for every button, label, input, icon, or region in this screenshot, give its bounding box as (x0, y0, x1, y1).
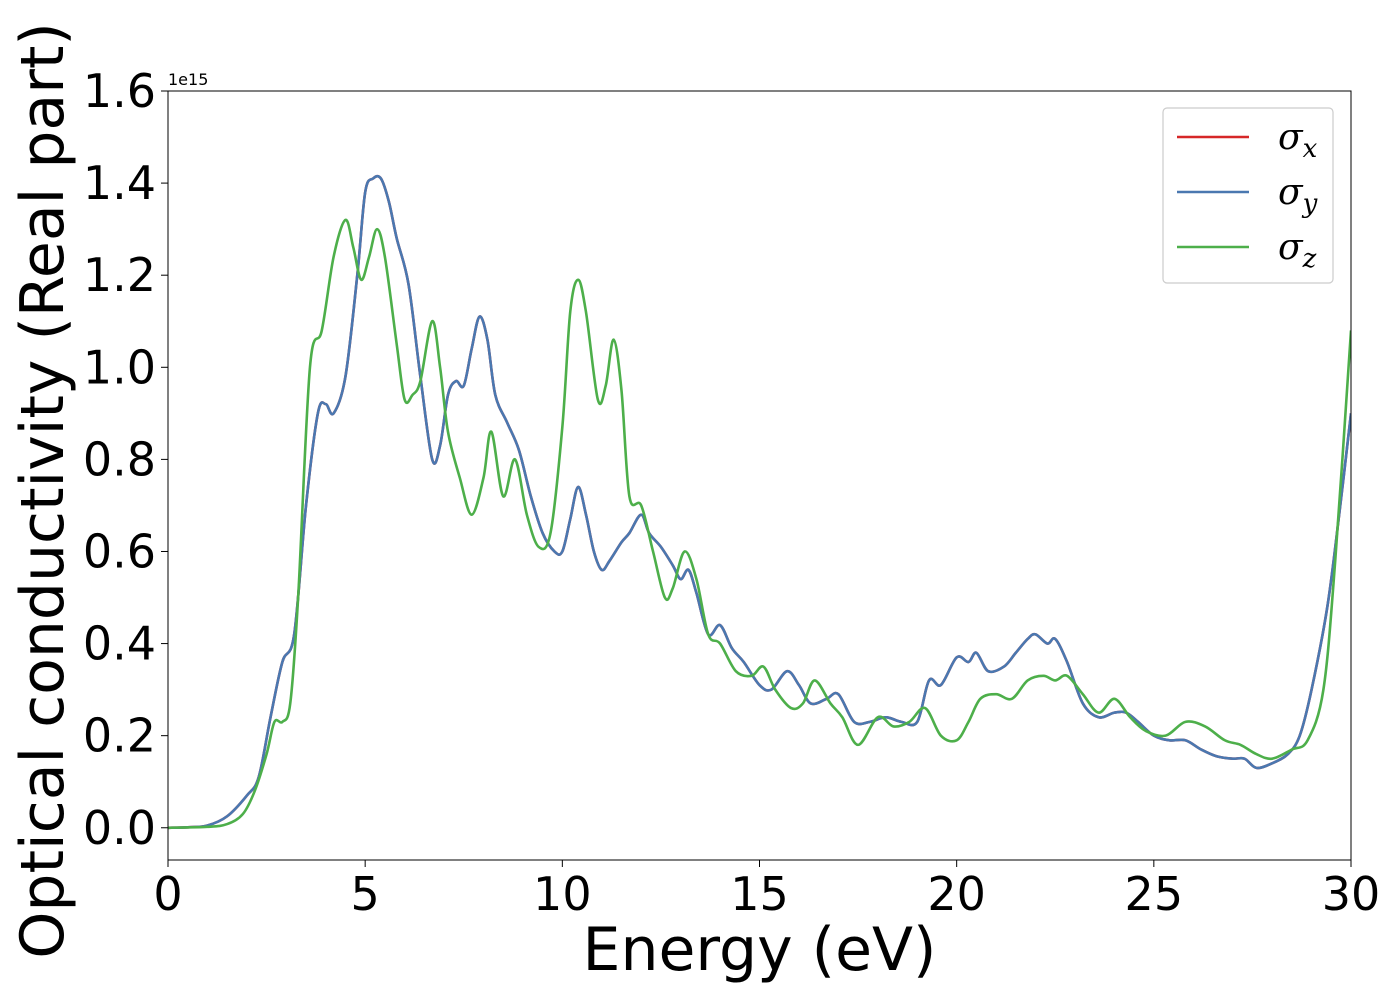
x-tick-label: 10 (533, 867, 592, 921)
y-tick-label: 0.8 (83, 432, 156, 486)
legend-label-x: σx (1278, 117, 1318, 164)
x-axis-label: Energy (eV) (583, 915, 937, 985)
y-axis-label: Optical conductivity (Real part) (8, 22, 78, 959)
series-line-y (168, 174, 1351, 830)
axes-frame (167, 90, 1352, 861)
series-line-z (168, 218, 1351, 830)
x-tick-label: 20 (927, 867, 986, 921)
x-tick-label: 25 (1125, 867, 1184, 921)
y-tick-label: 0.6 (83, 524, 156, 578)
legend: σx σy σz (1162, 107, 1334, 284)
y-tick-label: 0.0 (83, 801, 156, 855)
y-tick-label: 0.4 (83, 617, 156, 671)
y-axis: 0.0 0.2 0.4 0.6 0.8 1.0 1.2 1.4 1.6 (83, 64, 168, 855)
legend-label-z: σz (1278, 227, 1317, 274)
x-tick-label: 30 (1322, 867, 1381, 921)
x-tick-label: 5 (351, 867, 380, 921)
x-tick-label: 15 (730, 867, 789, 921)
y-tick-label: 1.0 (83, 340, 156, 394)
y-tick-label: 1.4 (83, 156, 156, 210)
y-tick-label: 1.2 (83, 248, 156, 302)
y-offset-label: 1e15 (168, 70, 208, 89)
plot-area (168, 174, 1351, 830)
legend-box (1162, 107, 1334, 284)
x-axis: 0 5 10 15 20 25 30 (153, 860, 1380, 921)
y-tick-label: 0.2 (83, 709, 156, 763)
y-tick-label: 1.6 (83, 64, 156, 118)
legend-label-y: σy (1278, 172, 1318, 219)
x-tick-label: 0 (153, 867, 182, 921)
